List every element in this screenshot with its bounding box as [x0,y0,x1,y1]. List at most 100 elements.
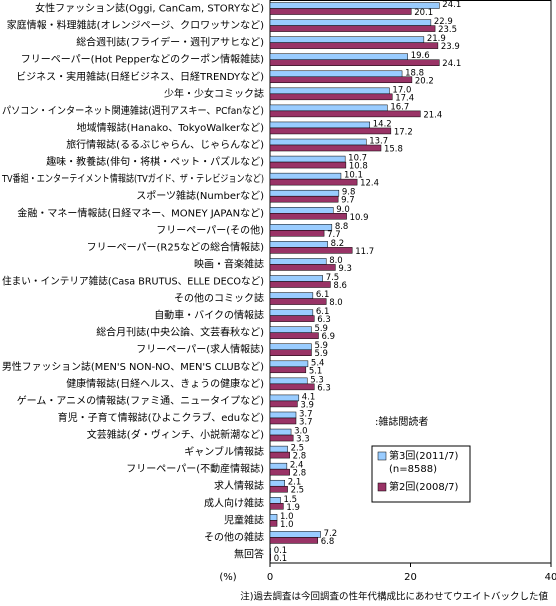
bar [269,315,315,322]
value-label: 13.7 [369,137,388,147]
bar [269,531,321,538]
bar [269,189,340,197]
bar [269,485,288,493]
value-label: 8.0 [329,256,343,266]
value-label: 1.0 [280,512,294,522]
bar [269,42,439,49]
value-label: 10.8 [349,162,368,172]
value-label: 24.1 [442,59,461,69]
value-label: 8.6 [333,281,347,291]
bar [269,360,309,368]
value-label: 15.8 [384,145,403,155]
y-tick-label: TV番組・エンターテイメント情報誌(TVガイド、ザ・テレビジョンなど) [1,172,264,185]
bar [269,121,371,129]
value-label: 8.8 [335,222,349,232]
x-tick-label: 0 [267,572,273,583]
x-tick-label: 40 [545,572,556,583]
bar [269,411,297,419]
footnote: 注)過去調査は今回調査の性年代構成比にあわせてウエイトバックした値 [240,591,548,603]
value-label: 2.8 [293,452,307,462]
value-label: 7.5 [326,273,340,283]
x-unit-label: (%) [219,572,236,583]
value-label: 17.2 [394,127,413,137]
bar [269,377,308,385]
value-label: 4.1 [302,392,316,402]
bar [269,59,440,66]
y-tick-label: 家庭情報・料理雑誌(オレンジページ、クロワッサンなど) [7,19,264,32]
y-tick-label: その他の雑誌 [204,530,264,543]
value-label: 9.0 [336,205,350,215]
value-label: 5.9 [314,324,328,334]
y-tick-label: 総合月刊誌(中央公論、文芸春秋など) [96,326,264,339]
y-tick-label: 成人向け雑誌 [204,496,264,509]
bar [269,19,432,26]
bar [269,537,319,544]
value-label: 3.7 [299,409,313,419]
bar [269,349,312,356]
y-tick-label: フリーペーパー(不動産情報誌) [126,462,264,475]
bar [269,462,288,470]
bar [269,497,281,504]
legend-label: 第2回(2008/7) [389,480,458,493]
y-tick-label: スポーツ雑誌(Numberなど) [136,189,264,202]
value-label: 3.0 [294,427,308,437]
y-tick-label: フリーペーパー(Hot Pepperなどのクーポン情報雑誌) [21,53,264,66]
y-tick-label: 育児・子育て情報誌(ひよこクラブ、eduなど) [58,411,264,424]
bar [269,281,331,288]
value-label: 23.9 [441,42,460,52]
value-label: 0.1 [274,546,288,556]
bar [269,161,347,169]
value-label: 17.0 [392,85,411,95]
bar [269,127,392,135]
bar [269,503,284,510]
value-label: 12.4 [360,179,379,189]
bar [269,445,288,453]
y-tick-label: 文芸雑誌(ダ・ヴィンチ、小説新潮など) [87,428,264,441]
y-tick-label: フリーペーパー(その他) [156,223,264,236]
bar [269,292,314,299]
y-tick-label: その他のコミック誌 [174,292,264,305]
y-tick-label: 旅行情報誌(るるぶじゃらん、じゃらんなど) [66,138,264,151]
bar [269,400,298,408]
value-label: 3.9 [300,400,314,410]
y-tick-label: 女性ファッション誌(Oggi, CanCam, STORYなど) [35,2,264,15]
bar [269,479,286,487]
bar [269,247,353,254]
value-label: 19.6 [411,51,430,61]
bar [269,434,294,442]
value-label: 3.3 [296,435,310,445]
value-label: 1.9 [286,503,300,513]
bar [269,104,388,112]
value-label: 10.7 [348,154,367,164]
bar [269,343,312,350]
y-tick-label: 金融・マネー情報誌(日経マネー、MONEY JAPANなど) [17,206,264,219]
value-label: 20.2 [415,76,434,86]
bar [269,224,333,231]
bar [269,241,328,248]
bar [269,468,290,476]
y-tick-label: パソコン・インターネット関連雑誌(週刊アスキー、PCfanなど) [2,104,264,117]
value-label: 5.9 [314,349,328,359]
value-label: 11.7 [355,247,374,257]
value-label: 8.2 [331,239,345,249]
value-label: 21.4 [423,110,442,120]
value-label: 5.9 [314,341,328,351]
value-label: 6.3 [317,315,331,325]
value-label: 7.2 [324,529,338,539]
bar [269,172,342,180]
value-label: 2.4 [290,461,304,471]
y-tick-label: 健康情報誌(日経ヘルス、きょうの健康など) [66,377,264,390]
bar [269,383,315,391]
y-tick-label: 自動車・バイクの情報誌 [154,309,264,322]
value-label: 16.7 [390,102,409,112]
value-label: 1.5 [284,495,298,505]
bar [269,366,307,374]
value-label: 2.1 [288,478,302,488]
value-label: 3.7 [299,417,313,427]
legend-note: (n=8588) [389,464,437,475]
bar [269,87,390,95]
value-label: 24.1 [442,0,461,10]
y-tick-label: 地域情報誌(Hanako、TokyoWalkerなど) [77,121,264,134]
bar [269,554,271,561]
